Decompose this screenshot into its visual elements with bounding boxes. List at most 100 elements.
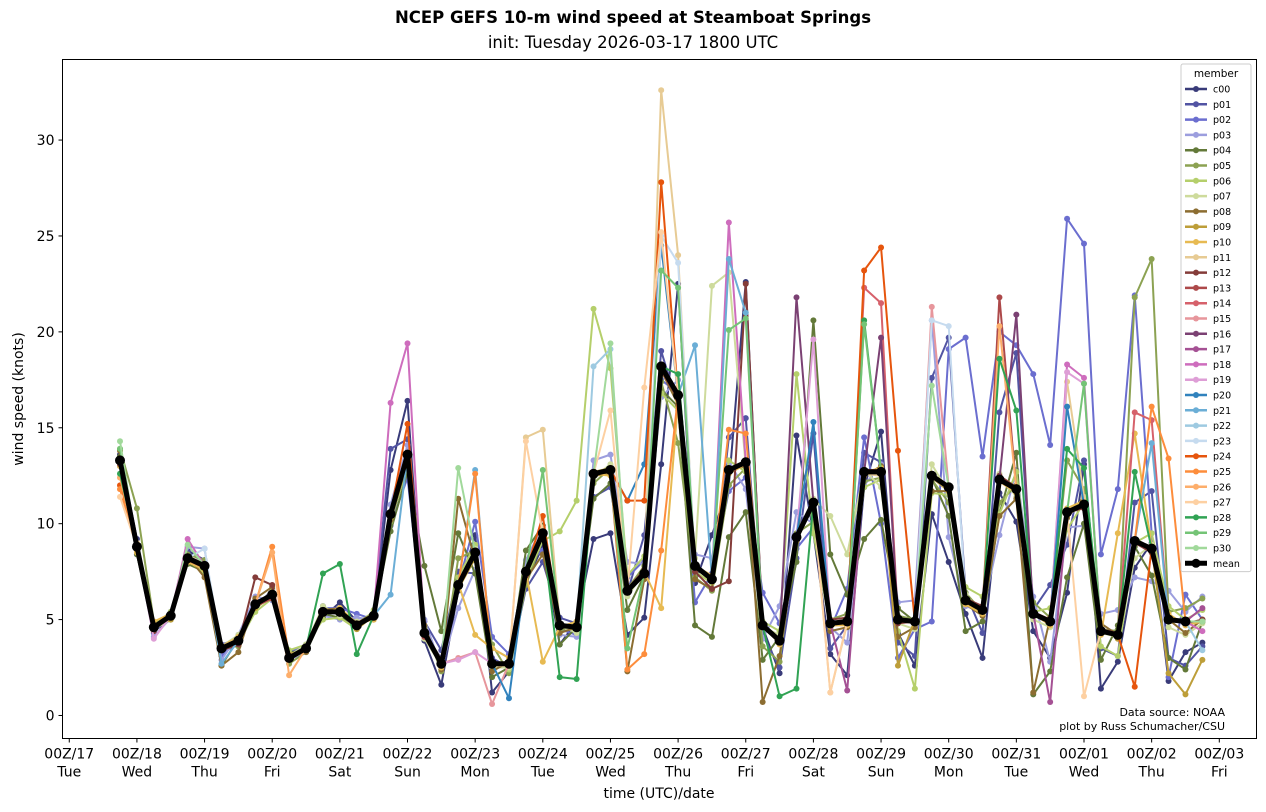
data-point-p12	[269, 582, 276, 589]
data-point-p29	[742, 315, 749, 322]
data-point-p27	[641, 384, 648, 391]
data-point-p18	[387, 399, 394, 406]
x-tick-label-time: 00Z/18	[112, 747, 162, 763]
x-tick-label-day: Fri	[1211, 765, 1228, 781]
legend-label: p26	[1213, 482, 1231, 493]
data-point-mean	[470, 547, 481, 558]
data-point-p01	[742, 415, 749, 422]
data-point-c00	[658, 461, 665, 468]
data-point-mean	[520, 566, 531, 577]
legend-label: p02	[1213, 115, 1231, 126]
data-point-p28	[319, 570, 326, 577]
legend-item-p16: p16	[1185, 329, 1231, 340]
data-point-mean	[537, 528, 548, 539]
legend-label: p16	[1213, 329, 1231, 340]
legend-swatch-marker	[1193, 468, 1199, 475]
data-point-mean	[131, 541, 142, 552]
data-point-p04	[522, 547, 529, 554]
data-point-p04	[1064, 574, 1071, 581]
data-point-mean	[301, 643, 312, 654]
legend-item-p05: p05	[1185, 161, 1231, 172]
x-tick-label-time: 00Z/23	[450, 747, 500, 763]
legend-swatch-marker	[1193, 529, 1199, 536]
legend-swatch-marker	[1193, 239, 1199, 245]
data-point-p18	[1080, 374, 1087, 381]
legend-item-p08: p08	[1185, 207, 1231, 218]
legend-item-p24: p24	[1185, 452, 1231, 463]
data-point-mean	[588, 468, 599, 479]
x-tick-label-day: Wed	[1069, 765, 1100, 781]
series-line-p17	[119, 365, 1204, 704]
legend-label: p29	[1213, 528, 1231, 539]
series-line-mean	[117, 363, 1186, 667]
x-tick-label-day: Mon	[934, 765, 964, 781]
legend-swatch-marker	[1193, 208, 1199, 215]
data-point-mean	[436, 658, 447, 669]
data-point-p02	[1064, 215, 1071, 222]
legend-label: p18	[1213, 360, 1231, 371]
data-point-p15	[928, 303, 935, 310]
data-point-p30	[455, 465, 462, 472]
data-point-p01	[776, 664, 783, 671]
y-axis: 0 5 10 15 20 25 30	[37, 133, 63, 724]
data-point-p27	[522, 438, 529, 445]
data-point-c00	[827, 651, 834, 658]
data-point-p10	[472, 631, 479, 638]
data-point-p23	[675, 259, 682, 266]
legend-swatch-marker	[1193, 346, 1199, 353]
data-point-mean	[909, 616, 920, 627]
legend-item-p20: p20	[1185, 391, 1231, 402]
data-point-c00	[1182, 649, 1189, 656]
data-point-p25	[725, 426, 732, 433]
legend-item-p02: p02	[1185, 115, 1231, 126]
legend-label: p06	[1213, 176, 1231, 187]
legend-label: p23	[1213, 436, 1231, 447]
data-point-mean	[554, 620, 565, 631]
legend-item-p07: p07	[1185, 192, 1231, 203]
legend-label: p11	[1213, 253, 1231, 264]
data-point-p25	[624, 666, 631, 673]
data-point-p08	[235, 649, 242, 656]
data-point-p04	[708, 633, 715, 640]
legend-item-mean: mean	[1185, 558, 1240, 570]
data-point-p08	[1030, 689, 1037, 696]
data-point-p11	[539, 426, 546, 433]
data-point-p19	[150, 635, 157, 642]
data-point-p29	[658, 267, 665, 274]
data-point-p01	[387, 445, 394, 452]
data-point-mean	[774, 635, 785, 646]
data-point-p02	[1030, 371, 1037, 378]
data-point-mean	[115, 455, 126, 466]
data-point-p21	[1148, 440, 1155, 447]
data-point-mean	[1146, 543, 1157, 554]
x-tick-label-day: Tue	[1003, 765, 1028, 781]
data-point-p03	[945, 534, 952, 541]
data-point-mean	[182, 553, 193, 564]
legend-item-p12: p12	[1185, 268, 1231, 279]
data-point-p02	[1047, 442, 1054, 449]
legend-item-p26: p26	[1185, 482, 1231, 493]
data-point-p28	[996, 355, 1003, 362]
plot-frame	[62, 59, 1257, 739]
data-point-p26	[996, 323, 1003, 330]
data-point-p01	[928, 374, 935, 381]
data-point-mean	[402, 449, 413, 460]
legend-label: mean	[1213, 559, 1240, 570]
x-tick-label-time: 00Z/17	[44, 747, 94, 763]
data-point-p20	[505, 695, 512, 702]
legend-swatch-marker	[1193, 361, 1199, 368]
data-point-mean	[791, 532, 802, 543]
data-point-p04	[489, 674, 496, 681]
data-point-p08	[1182, 630, 1189, 637]
data-point-p06	[590, 305, 597, 312]
data-point-p22	[590, 363, 597, 370]
data-point-p03	[1131, 574, 1138, 581]
legend-item-p09: p09	[1185, 222, 1231, 233]
data-point-p28	[675, 371, 682, 378]
data-point-p01	[1131, 499, 1138, 506]
legend-swatch-marker	[1193, 483, 1199, 490]
data-point-p07	[827, 513, 834, 520]
data-point-p04	[624, 606, 631, 613]
data-point-p06	[1114, 653, 1121, 660]
data-point-p04	[759, 656, 766, 663]
